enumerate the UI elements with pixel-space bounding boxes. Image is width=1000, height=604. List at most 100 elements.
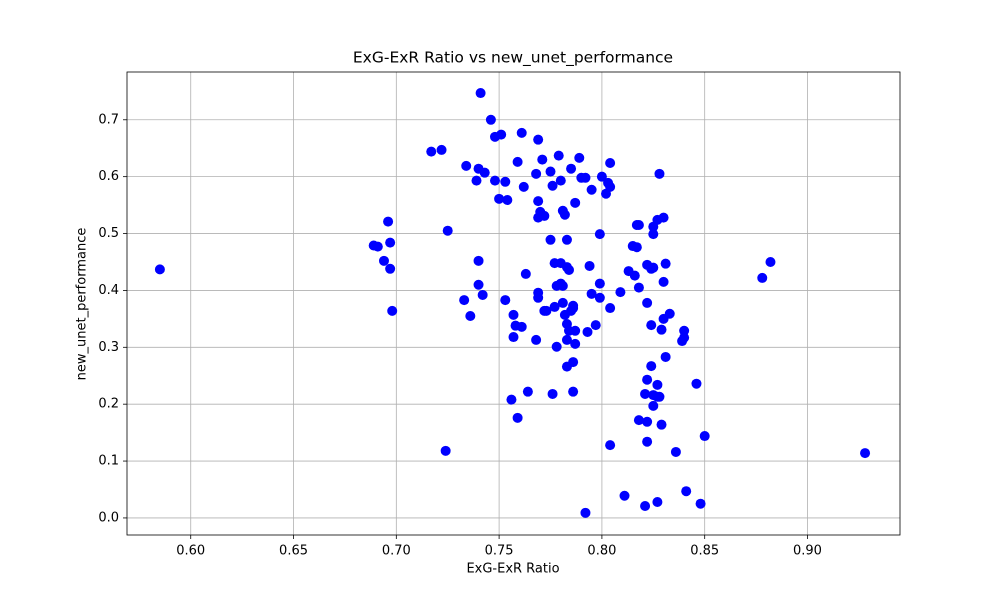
x-tick-label: 0.80 (587, 544, 616, 559)
data-point (559, 209, 570, 220)
data-point (640, 500, 651, 511)
data-point (629, 270, 640, 281)
data-point (473, 279, 484, 290)
x-axis-label: ExG-ExR Ratio (466, 562, 559, 577)
data-point (660, 351, 671, 362)
data-point (586, 184, 597, 195)
data-point (533, 134, 544, 145)
data-point (757, 272, 768, 283)
data-point (670, 446, 681, 457)
data-point (570, 325, 581, 336)
data-point (551, 341, 562, 352)
data-point (699, 431, 710, 442)
data-point (549, 301, 560, 312)
y-axis-label: new_unet_performance (75, 228, 90, 381)
data-point (648, 262, 659, 273)
data-point (679, 325, 690, 336)
data-point (568, 300, 579, 311)
plot-frame (126, 71, 901, 536)
data-point (640, 388, 651, 399)
data-point (547, 388, 558, 399)
data-point (561, 234, 572, 245)
data-point (584, 260, 595, 271)
y-tick-label: 0.0 (98, 510, 119, 525)
data-point (568, 357, 579, 368)
data-point (465, 311, 476, 322)
data-point (496, 129, 507, 140)
data-point (574, 152, 585, 163)
data-point (648, 400, 659, 411)
data-point (502, 194, 513, 205)
data-point (568, 386, 579, 397)
data-point (615, 287, 626, 298)
data-point (512, 412, 523, 423)
data-point (605, 303, 616, 314)
data-point (594, 229, 605, 240)
x-tick-label: 0.75 (485, 544, 514, 559)
data-point (547, 180, 558, 191)
data-point (500, 176, 511, 187)
data-point (564, 264, 575, 275)
x-tick-label: 0.60 (176, 544, 205, 559)
data-point (477, 289, 488, 300)
data-point (561, 334, 572, 345)
data-point (387, 305, 398, 316)
data-point (695, 498, 706, 509)
data-point (508, 309, 519, 320)
data-point (516, 127, 527, 138)
data-point (385, 237, 396, 248)
data-point (522, 386, 533, 397)
data-point (378, 255, 389, 266)
data-point (654, 168, 665, 179)
data-point (586, 288, 597, 299)
data-point (533, 287, 544, 298)
data-point (537, 154, 548, 165)
data-point (652, 379, 663, 390)
data-point (633, 282, 644, 293)
data-point (646, 361, 657, 372)
y-tick-label: 0.5 (98, 226, 119, 241)
data-point (461, 160, 472, 171)
data-point (479, 167, 490, 178)
data-point (570, 338, 581, 349)
data-point (516, 321, 527, 332)
data-point (646, 320, 657, 331)
data-point (631, 242, 642, 253)
data-point (473, 255, 484, 266)
y-tick-label: 0.3 (98, 340, 119, 355)
data-point (594, 278, 605, 289)
data-point (539, 210, 550, 221)
data-point (383, 216, 394, 227)
data-point (619, 490, 630, 501)
data-point (553, 150, 564, 161)
data-point (436, 144, 447, 155)
data-point (372, 241, 383, 252)
data-point (545, 234, 556, 245)
data-point (605, 158, 616, 169)
data-point (459, 295, 470, 306)
data-point (642, 297, 653, 308)
data-point (594, 292, 605, 303)
data-point (660, 258, 671, 269)
y-tick-label: 0.7 (98, 112, 119, 127)
y-tick-label: 0.1 (98, 454, 119, 469)
data-point (580, 507, 591, 518)
x-tick-label: 0.90 (793, 544, 822, 559)
data-point (426, 146, 437, 157)
data-point (541, 305, 552, 316)
data-point (471, 175, 482, 186)
data-point (531, 334, 542, 345)
data-point (512, 156, 523, 167)
data-point (557, 297, 568, 308)
data-point (654, 391, 665, 402)
data-point (531, 168, 542, 179)
data-point (508, 332, 519, 343)
data-point (440, 445, 451, 456)
x-tick-label: 0.85 (690, 544, 719, 559)
data-point (633, 415, 644, 426)
data-point (652, 497, 663, 508)
data-point (566, 163, 577, 174)
x-tick-label: 0.70 (382, 544, 411, 559)
